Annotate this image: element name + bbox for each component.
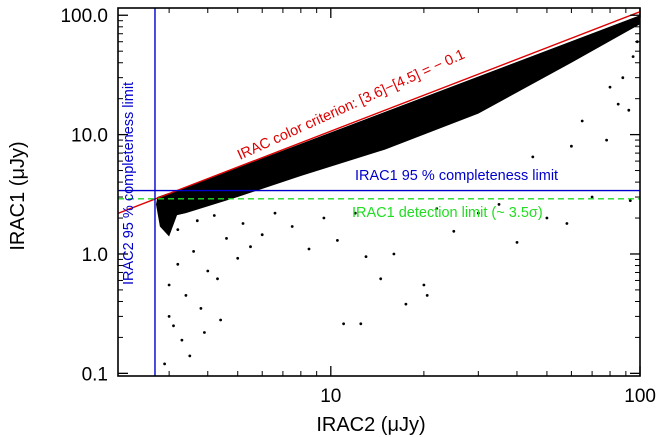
data-point (163, 362, 167, 366)
data-point (192, 250, 196, 253)
data-point (364, 255, 368, 258)
data-point (497, 203, 501, 206)
data-point (628, 199, 632, 203)
data-point (184, 294, 188, 297)
data-point (531, 155, 535, 159)
data-point (225, 237, 228, 240)
data-point (219, 318, 223, 322)
data-point (307, 247, 311, 251)
data-point (545, 216, 549, 220)
y-tick-label: 10.0 (71, 126, 108, 147)
data-point (241, 222, 245, 225)
data-point (167, 315, 171, 318)
scatter-points (163, 40, 639, 366)
data-point (167, 283, 171, 287)
data-point (176, 262, 180, 266)
data-point (212, 214, 216, 217)
data-point (379, 277, 383, 281)
irac1-completeness-label: IRAC1 95 % completeness limit (355, 168, 558, 184)
data-point (206, 269, 210, 273)
y-tick-label: 1.0 (82, 245, 108, 266)
diagonal-reference-line (118, 11, 640, 214)
irac1-detection-limit-label: IRAC1 detection limit (~ 3.5σ) (352, 205, 543, 221)
data-point (476, 211, 480, 215)
data-point (605, 138, 608, 142)
data-point (236, 256, 240, 260)
data-point (180, 338, 184, 342)
data-point (452, 229, 456, 233)
data-point (260, 233, 264, 237)
data-point (425, 294, 429, 297)
data-point (176, 228, 180, 232)
data-point (216, 277, 219, 281)
axis-ticks: 10 100 0.1 1.0 10.0 100.0 (60, 6, 656, 407)
data-point (249, 245, 252, 249)
data-point (273, 211, 277, 215)
data-point (199, 307, 203, 310)
data-point (322, 216, 326, 220)
data-point (621, 76, 625, 80)
data-point (172, 324, 175, 328)
data-point (336, 239, 339, 242)
data-density-band (156, 15, 640, 237)
data-point (203, 331, 206, 334)
data-point (590, 195, 594, 199)
data-point (608, 85, 612, 89)
data-point (435, 207, 439, 211)
y-tick-label: 0.1 (82, 364, 108, 385)
data-point (570, 144, 573, 148)
data-point (616, 102, 620, 106)
data-point (515, 241, 519, 244)
data-point (392, 252, 396, 256)
dense-point-region (156, 192, 178, 237)
data-point (195, 219, 199, 223)
x-tick-label: 100 (624, 386, 656, 407)
y-axis-label: IRAC1 (μJy) (7, 141, 29, 250)
data-point (631, 55, 635, 58)
data-point (565, 222, 569, 225)
data-point (290, 225, 294, 228)
data-point (342, 322, 345, 326)
reference-lines (118, 8, 640, 376)
irac2-completeness-label: IRAC2 95 % completeness limit (121, 82, 137, 285)
data-point (353, 211, 357, 215)
data-point (580, 119, 584, 123)
data-point (359, 322, 363, 326)
data-point (627, 108, 631, 112)
x-axis-label: IRAC2 (μJy) (316, 414, 425, 436)
dense-point-region (164, 15, 640, 219)
data-point (422, 283, 426, 287)
data-point (188, 354, 192, 358)
data-point (404, 302, 408, 306)
x-tick-label: 10 (320, 386, 341, 407)
plot-frame (117, 7, 641, 377)
y-tick-label: 100.0 (60, 6, 108, 27)
